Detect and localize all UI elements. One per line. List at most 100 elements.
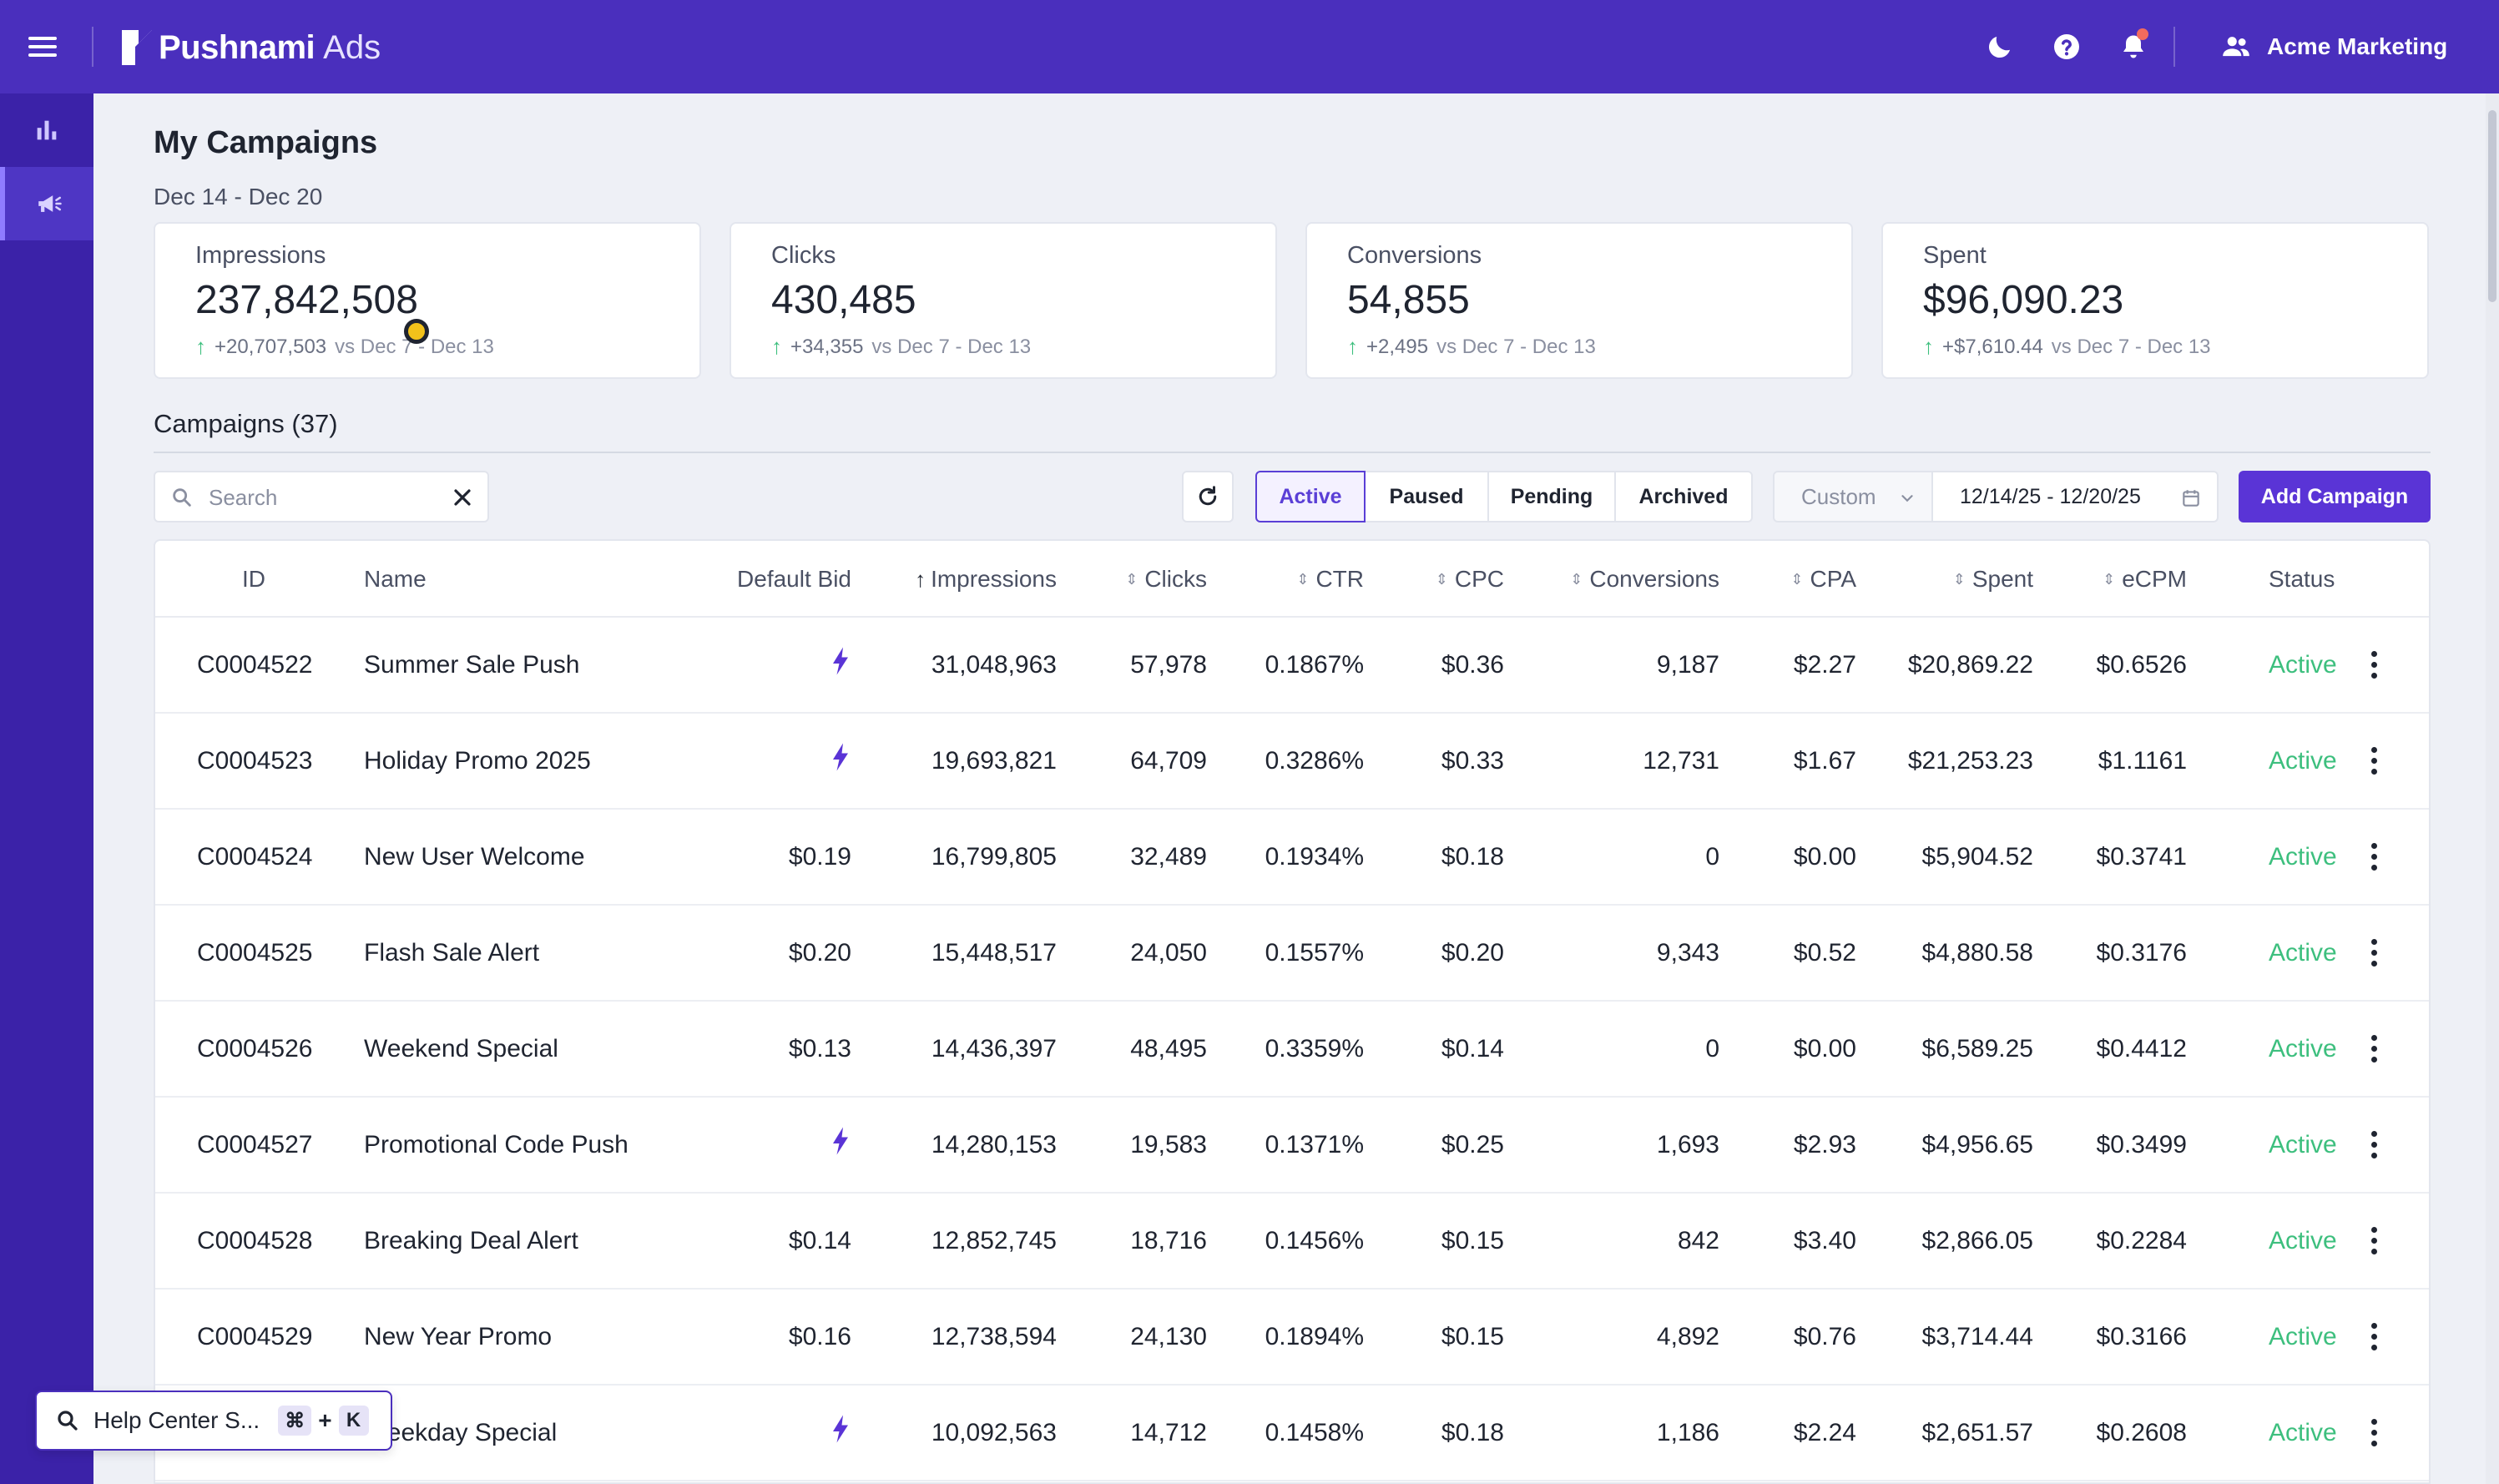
column-header-spent[interactable]: ⇕ Spent	[1952, 566, 2033, 592]
bell-icon[interactable]	[2115, 28, 2152, 65]
cell-default-bid: $0.20	[788, 939, 851, 967]
sidebar-item-reports[interactable]	[0, 93, 93, 167]
more-options-icon[interactable]	[2359, 1225, 2389, 1255]
cell-id[interactable]: C0004528	[197, 1227, 313, 1254]
column-header-default-bid[interactable]: Default Bid	[737, 566, 851, 592]
brand-suffix: Ads	[323, 28, 381, 66]
table-row[interactable]: C0004522 Summer Sale Push 31,048,963 57,978…	[155, 618, 2429, 714]
cell-id[interactable]: C0004522	[197, 651, 313, 679]
cell-ecpm: $0.2284	[2096, 1227, 2187, 1254]
page-scrollbar[interactable]	[2486, 93, 2499, 1484]
cell-id[interactable]: C0004527	[197, 1131, 313, 1158]
question-icon[interactable]	[2048, 28, 2085, 65]
filter-tab-paused[interactable]: Paused	[1364, 471, 1489, 522]
stat-value: $96,090.23	[1923, 278, 2124, 322]
cell-id[interactable]: C0004524	[197, 843, 313, 871]
more-options-icon[interactable]	[2359, 745, 2389, 775]
cell-default-bid: $0.19	[788, 843, 851, 871]
cell-ctr: 0.1458%	[1265, 1419, 1364, 1446]
column-header-impressions[interactable]: ↑ Impressions	[915, 566, 1057, 592]
cell-cpa: $2.24	[1793, 1419, 1856, 1446]
cell-name[interactable]: Flash Sale Alert	[364, 939, 540, 967]
lightning-bolt-icon	[833, 647, 848, 675]
column-header-name[interactable]: Name	[364, 566, 427, 592]
more-options-icon[interactable]	[2359, 649, 2389, 679]
sort-icon: ⇕	[1125, 571, 1138, 588]
date-range-picker[interactable]: 12/14/25 - 12/20/25	[1931, 471, 2219, 522]
cell-cpc: $0.18	[1441, 843, 1504, 871]
cell-default-bid: $0.13	[788, 1035, 851, 1063]
cell-name[interactable]: Weekend Special	[364, 1035, 558, 1063]
search-box	[154, 471, 489, 522]
more-options-icon[interactable]	[2359, 1417, 2389, 1447]
cell-name[interactable]: New Year Promo	[364, 1323, 553, 1350]
cell-conversions: 1,693	[1656, 1131, 1719, 1158]
cell-name[interactable]: Summer Sale Push	[364, 651, 580, 679]
table-row[interactable]: C0004526 Weekend Special $0.13 14,436,397 48…	[155, 1002, 2429, 1098]
plus-sign: +	[318, 1407, 332, 1433]
column-header-conversions[interactable]: ⇕ Conversions	[1570, 566, 1719, 592]
cell-conversions: 1,186	[1656, 1419, 1719, 1446]
cell-id[interactable]: C0004526	[197, 1035, 313, 1063]
help-center-search[interactable]: Help Center S... ⌘ + K	[35, 1391, 392, 1451]
more-options-icon[interactable]	[2359, 841, 2389, 871]
moon-icon[interactable]	[1982, 28, 2018, 65]
account-menu[interactable]: Acme Marketing	[2220, 28, 2447, 65]
cell-id[interactable]: C0004523	[197, 747, 313, 775]
filter-tab-archived[interactable]: Archived	[1614, 471, 1753, 522]
cell-impressions: 12,738,594	[931, 1323, 1057, 1350]
refresh-button[interactable]	[1182, 471, 1234, 522]
more-options-icon[interactable]	[2359, 1033, 2389, 1063]
filter-tab-pending[interactable]: Pending	[1487, 471, 1616, 522]
cell-clicks: 14,712	[1130, 1419, 1207, 1446]
table-row[interactable]: C0004525 Flash Sale Alert $0.20 15,448,517 2…	[155, 906, 2429, 1002]
cell-name[interactable]: Weekday Special	[364, 1419, 558, 1446]
cell-name[interactable]: Promotional Code Push	[364, 1131, 629, 1158]
date-range-label: Dec 14 - Dec 20	[154, 184, 323, 209]
cell-ecpm: $0.3741	[2096, 843, 2187, 871]
column-header-cpa[interactable]: ⇕ CPA	[1790, 566, 1856, 592]
scrollbar-thumb[interactable]	[2488, 110, 2496, 302]
column-header-status: Status	[2269, 566, 2335, 592]
table-row[interactable]: C0004530Weekday Special10,092,56314,7120…	[155, 1386, 2429, 1481]
table-row[interactable]: C0004523 Holiday Promo 2025 19,693,821 64,7…	[155, 714, 2429, 810]
cell-id[interactable]: C0004529	[197, 1323, 313, 1350]
filter-tab-active[interactable]: Active	[1255, 471, 1366, 522]
stat-compare: vs Dec 7 - Dec 13	[871, 335, 1032, 358]
more-options-icon[interactable]	[2359, 1129, 2389, 1159]
sort-icon: ⇕	[1296, 571, 1310, 588]
cell-impressions: 12,852,745	[931, 1227, 1057, 1254]
cell-ecpm: $0.3166	[2096, 1323, 2187, 1350]
cell-name[interactable]: Breaking Deal Alert	[364, 1227, 578, 1254]
sidebar-item-campaigns[interactable]	[0, 167, 93, 240]
cell-cpc: $0.15	[1441, 1323, 1504, 1350]
cell-conversions: 12,731	[1643, 747, 1719, 775]
brand-name: Pushnami	[159, 28, 316, 66]
table-row[interactable]: C0004524 New User Welcome $0.19 16,799,805 3…	[155, 810, 2429, 906]
range-preset-select[interactable]: Custom	[1773, 471, 1933, 522]
column-header-id[interactable]: ID	[242, 566, 265, 592]
more-options-icon[interactable]	[2359, 1321, 2389, 1351]
cell-default-bid: $0.16	[788, 1323, 851, 1350]
hamburger-menu-icon[interactable]	[28, 32, 65, 62]
close-icon[interactable]	[449, 484, 476, 511]
brand-logo[interactable]: Pushnami Ads	[120, 25, 381, 70]
table-row[interactable]: C0004527 Promotional Code Push 14,280,153 1…	[155, 1098, 2429, 1194]
table-row[interactable]: C0004528 Breaking Deal Alert $0.14 12,852,7…	[155, 1194, 2429, 1290]
cell-ecpm: $0.3499	[2096, 1131, 2187, 1158]
cell-ctr: 0.1557%	[1265, 939, 1364, 967]
lightning-bolt-icon	[833, 1127, 848, 1155]
add-campaign-button[interactable]: Add Campaign	[2239, 471, 2431, 522]
cell-spent: $20,869.22	[1907, 651, 2033, 679]
column-header-clicks[interactable]: ⇕ Clicks	[1125, 566, 1207, 592]
column-header-cpc[interactable]: ⇕ CPC	[1435, 566, 1504, 592]
more-options-icon[interactable]	[2359, 937, 2389, 967]
column-header-ctr[interactable]: ⇕ CTR	[1296, 566, 1364, 592]
sort-icon: ⇕	[1952, 571, 1966, 588]
cell-id[interactable]: C0004525	[197, 939, 313, 967]
cell-name[interactable]: Holiday Promo 2025	[364, 747, 591, 775]
search-input[interactable]	[209, 481, 426, 514]
column-header-ecpm[interactable]: ⇕ eCPM	[2103, 566, 2187, 592]
table-row[interactable]: C0004529 New Year Promo $0.16 12,738,594 24,…	[155, 1290, 2429, 1386]
cell-name[interactable]: New User Welcome	[364, 843, 585, 871]
